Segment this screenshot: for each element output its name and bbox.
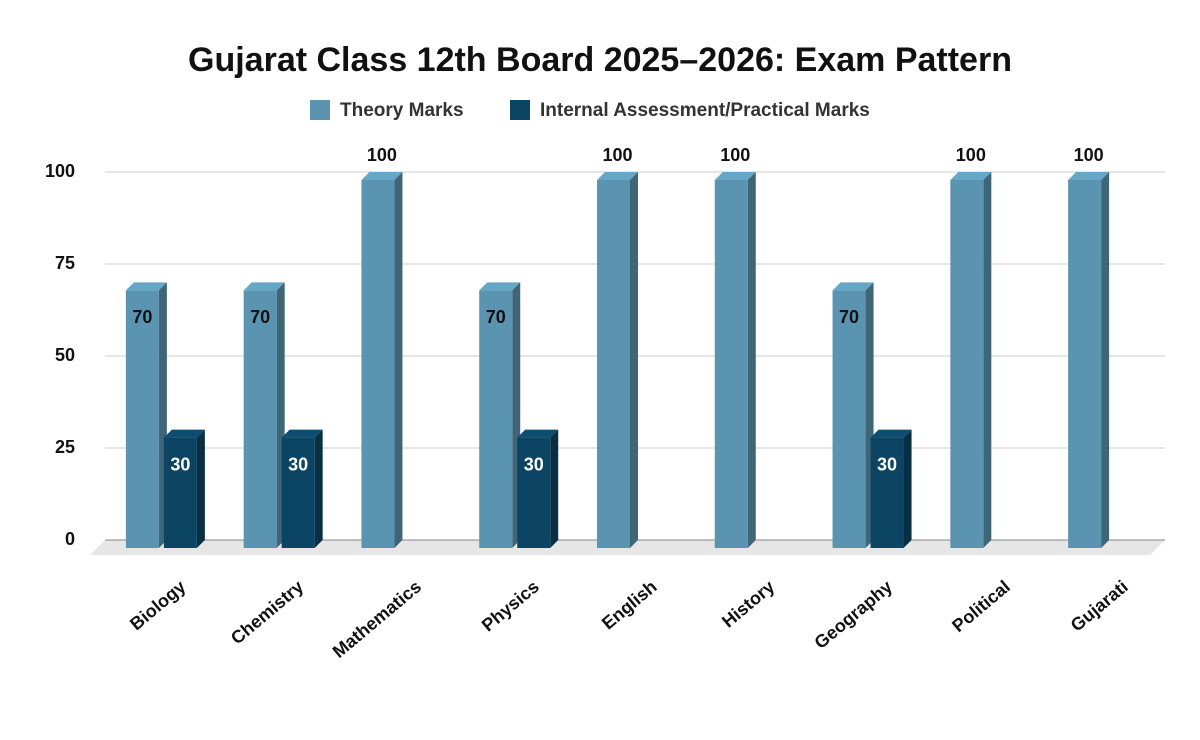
bar-side — [394, 172, 403, 548]
y-tick-label: 0 — [65, 529, 75, 549]
value-label: 70 — [250, 307, 270, 327]
legend-swatch — [510, 100, 530, 120]
bar — [281, 437, 315, 548]
value-label: 70 — [132, 307, 152, 327]
y-tick-label: 75 — [55, 253, 75, 273]
bar — [832, 290, 866, 548]
bar-side — [983, 172, 992, 548]
bar-top — [281, 429, 323, 438]
value-label: 70 — [486, 307, 506, 327]
value-label: 30 — [877, 454, 897, 474]
bar-top — [125, 282, 167, 291]
chart-title: Gujarat Class 12th Board 2025–2026: Exam… — [188, 41, 1012, 79]
value-label: 100 — [367, 145, 397, 165]
y-tick-label: 100 — [45, 161, 75, 181]
bar-side — [747, 172, 756, 548]
bar-top — [243, 282, 285, 291]
bar-side — [314, 429, 323, 548]
bar-top — [870, 429, 912, 438]
value-label: 100 — [1074, 145, 1104, 165]
bar — [479, 290, 513, 548]
y-tick-label: 50 — [55, 345, 75, 365]
value-label: 100 — [602, 145, 632, 165]
bar — [714, 180, 748, 548]
bar-side — [1101, 172, 1110, 548]
bar — [243, 290, 277, 548]
bar — [163, 437, 197, 548]
bar-top — [361, 172, 403, 180]
bar-top — [597, 172, 638, 180]
bar-side — [550, 429, 559, 548]
legend-label: Internal Assessment/Practical Marks — [540, 100, 870, 121]
bar-side — [196, 429, 205, 548]
bar — [950, 180, 984, 548]
bar — [517, 437, 551, 548]
bar-side — [903, 429, 912, 548]
bar-top — [950, 172, 992, 180]
value-label: 100 — [720, 145, 750, 165]
value-label: 30 — [524, 454, 544, 474]
bar — [125, 290, 159, 548]
bar-side — [630, 172, 638, 548]
legend-label: Theory Marks — [340, 100, 464, 121]
legend-swatch — [310, 100, 330, 120]
bar-top — [714, 172, 756, 180]
bar-top — [517, 429, 559, 438]
bar — [1068, 180, 1102, 548]
bar-top — [1068, 172, 1110, 180]
value-label: 70 — [839, 307, 859, 327]
bar — [361, 180, 395, 548]
bar-top — [163, 429, 205, 438]
value-label: 30 — [288, 454, 308, 474]
bar — [597, 180, 630, 548]
bar-top — [832, 282, 874, 291]
value-label: 100 — [956, 145, 986, 165]
bar — [870, 437, 904, 548]
y-tick-label: 25 — [55, 437, 75, 457]
value-label: 30 — [170, 454, 190, 474]
bar-top — [479, 282, 521, 291]
